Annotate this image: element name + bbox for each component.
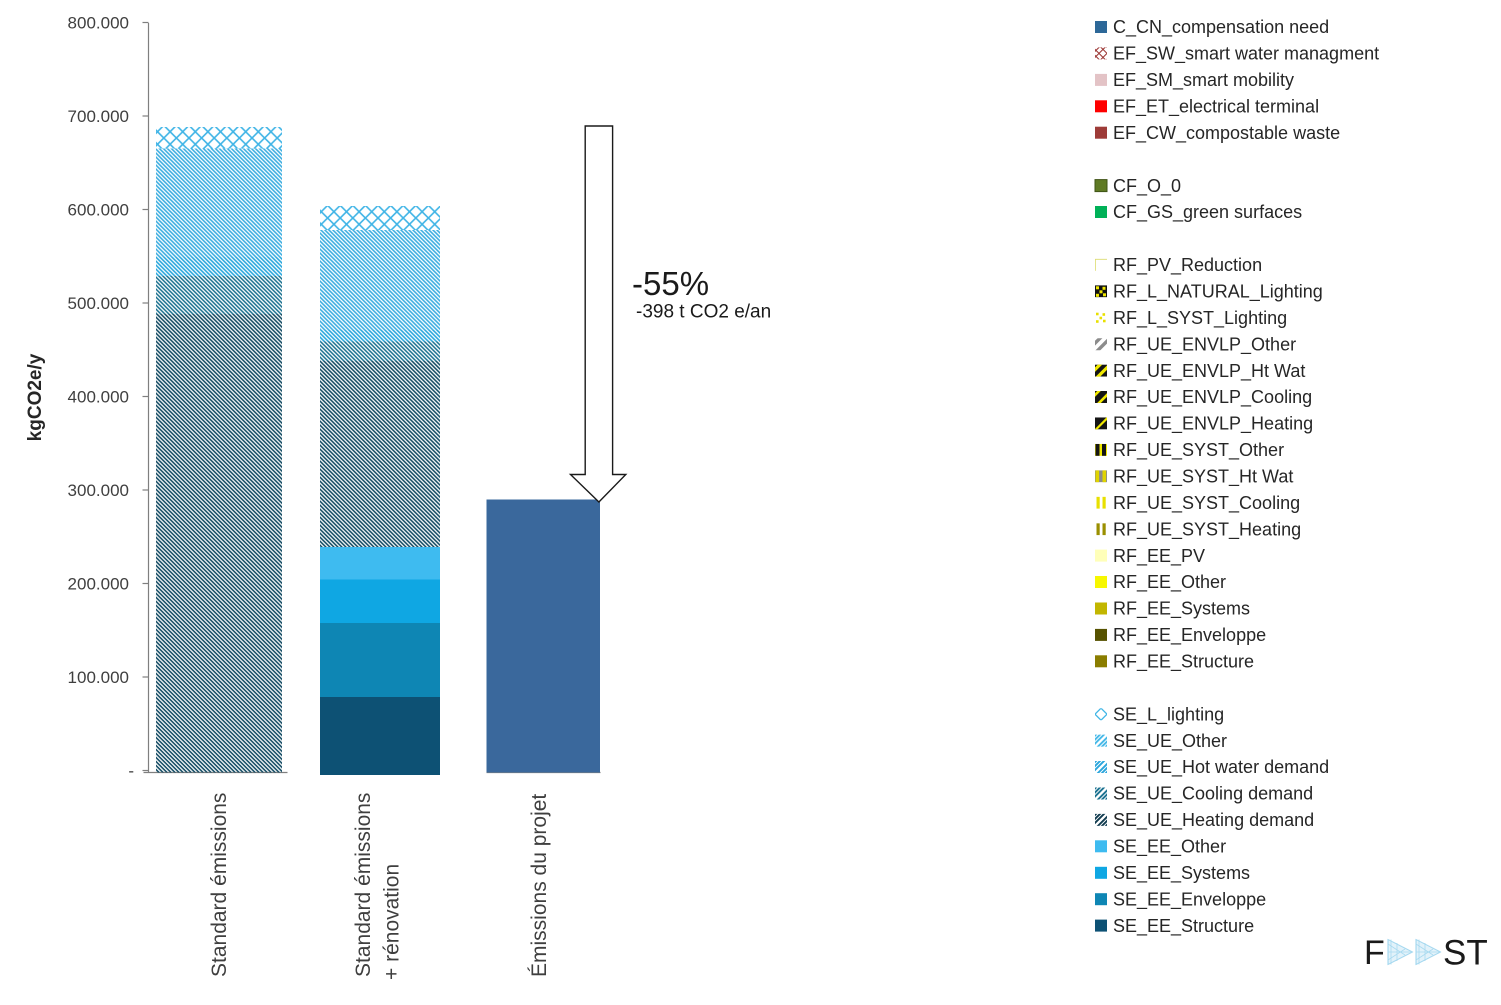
svg-text:SE_EE_Enveloppe: SE_EE_Enveloppe <box>1113 889 1266 910</box>
svg-text:Standard émissions: Standard émissions <box>352 793 375 977</box>
svg-text:RF_EE_Enveloppe: RF_EE_Enveloppe <box>1113 625 1266 646</box>
svg-text:Standard émissions: Standard émissions <box>208 793 231 977</box>
svg-text:RF_UE_SYST_Heating: RF_UE_SYST_Heating <box>1113 519 1301 540</box>
svg-text:SE_UE_Other: SE_UE_Other <box>1113 731 1227 752</box>
svg-text:EF_CW_compostable waste: EF_CW_compostable waste <box>1113 123 1340 144</box>
svg-text:200.000: 200.000 <box>68 575 129 594</box>
svg-text:SE_EE_Other: SE_EE_Other <box>1113 837 1226 858</box>
svg-text:RF_UE_SYST_Cooling: RF_UE_SYST_Cooling <box>1113 493 1300 514</box>
svg-text:RF_UE_SYST_Ht Wat: RF_UE_SYST_Ht Wat <box>1113 467 1293 488</box>
svg-text:RF_UE_ENVLP_Other: RF_UE_ENVLP_Other <box>1113 334 1296 355</box>
svg-text:SE_EE_Systems: SE_EE_Systems <box>1113 863 1250 884</box>
svg-text:-55%: -55% <box>632 265 709 302</box>
svg-text:SE_EE_Structure: SE_EE_Structure <box>1113 916 1254 937</box>
svg-text:kgCO2e/y: kgCO2e/y <box>25 353 46 441</box>
svg-text:Émissions du projet: Émissions du projet <box>528 794 551 977</box>
svg-text:500.000: 500.000 <box>68 294 129 313</box>
svg-text:-398 t CO2 e/an: -398 t CO2 e/an <box>636 302 771 323</box>
svg-text:-: - <box>128 762 134 781</box>
svg-text:+ rénovation: + rénovation <box>381 864 404 980</box>
svg-text:RF_UE_ENVLP_Cooling: RF_UE_ENVLP_Cooling <box>1113 387 1312 408</box>
svg-text:RF_PV_Reduction: RF_PV_Reduction <box>1113 255 1262 276</box>
svg-text:RF_EE_Structure: RF_EE_Structure <box>1113 652 1254 673</box>
svg-text:F: F <box>1364 934 1385 972</box>
svg-text:ST: ST <box>1443 934 1488 973</box>
svg-text:RF_EE_PV: RF_EE_PV <box>1113 546 1205 567</box>
svg-text:RF_L_SYST_Lighting: RF_L_SYST_Lighting <box>1113 308 1287 329</box>
svg-text:SE_L_lighting: SE_L_lighting <box>1113 704 1224 725</box>
svg-text:EF_SM_smart mobility: EF_SM_smart mobility <box>1113 70 1294 91</box>
svg-text:RF_EE_Other: RF_EE_Other <box>1113 572 1226 593</box>
svg-text:RF_UE_ENVLP_Heating: RF_UE_ENVLP_Heating <box>1113 414 1313 435</box>
svg-text:100.000: 100.000 <box>68 668 129 687</box>
svg-text:400.000: 400.000 <box>68 388 129 407</box>
svg-text:RF_L_NATURAL_Lighting: RF_L_NATURAL_Lighting <box>1113 282 1323 303</box>
svg-text:SE_UE_Heating demand: SE_UE_Heating demand <box>1113 810 1314 831</box>
svg-text:600.000: 600.000 <box>68 201 129 220</box>
svg-text:C_CN_compensation need: C_CN_compensation need <box>1113 17 1329 38</box>
svg-text:CF_O_0: CF_O_0 <box>1113 176 1181 197</box>
svg-text:RF_UE_SYST_Other: RF_UE_SYST_Other <box>1113 440 1284 461</box>
svg-text:EF_ET_electrical terminal: EF_ET_electrical terminal <box>1113 97 1319 118</box>
svg-text:RF_EE_Systems: RF_EE_Systems <box>1113 599 1250 620</box>
svg-text:CF_GS_green surfaces: CF_GS_green surfaces <box>1113 202 1302 223</box>
svg-text:800.000: 800.000 <box>68 14 129 33</box>
svg-text:SE_UE_Hot water demand: SE_UE_Hot water demand <box>1113 757 1329 778</box>
svg-text:300.000: 300.000 <box>68 481 129 500</box>
svg-text:RF_UE_ENVLP_Ht Wat: RF_UE_ENVLP_Ht Wat <box>1113 361 1305 382</box>
svg-text:700.000: 700.000 <box>68 107 129 126</box>
svg-text:SE_UE_Cooling demand: SE_UE_Cooling demand <box>1113 784 1313 805</box>
svg-text:EF_SW_smart water managment: EF_SW_smart water managment <box>1113 44 1379 65</box>
